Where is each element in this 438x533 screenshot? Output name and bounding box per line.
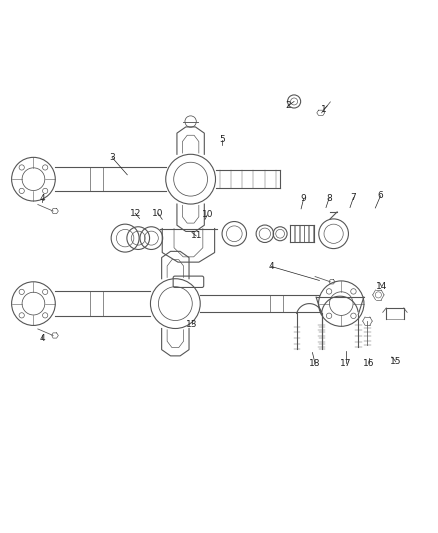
- Text: 16: 16: [363, 359, 374, 368]
- Text: 4: 4: [39, 195, 45, 203]
- Text: 12: 12: [130, 209, 141, 218]
- Text: 9: 9: [301, 194, 307, 203]
- Text: 2: 2: [285, 101, 291, 110]
- Text: 1: 1: [321, 105, 327, 114]
- Text: 10: 10: [201, 211, 213, 220]
- Text: 10: 10: [152, 209, 164, 218]
- Text: 6: 6: [378, 191, 383, 200]
- Text: 7: 7: [350, 193, 357, 202]
- Text: 4: 4: [39, 334, 45, 343]
- Text: 8: 8: [326, 194, 332, 203]
- Text: 4: 4: [268, 262, 274, 271]
- Text: 14: 14: [376, 281, 387, 290]
- Text: 15: 15: [390, 357, 402, 366]
- Text: 17: 17: [340, 359, 351, 368]
- Text: 11: 11: [191, 231, 202, 240]
- Text: 18: 18: [309, 359, 321, 368]
- Text: 5: 5: [219, 135, 226, 144]
- Text: 13: 13: [186, 320, 198, 329]
- Text: 3: 3: [109, 153, 115, 162]
